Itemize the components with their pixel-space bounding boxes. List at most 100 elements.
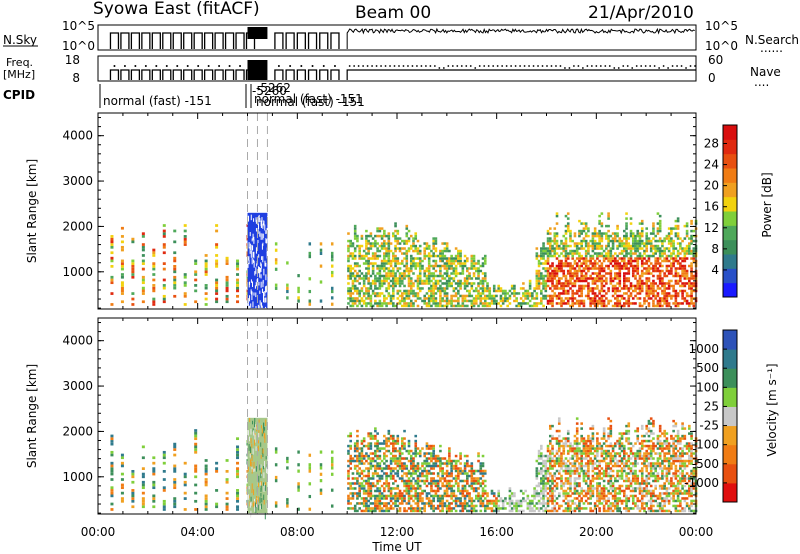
range-gate-cell [598,244,601,248]
range-gate-cell [450,497,453,500]
range-gate-cell [450,479,453,483]
range-gate-cell [468,292,471,295]
range-gate-cell [580,244,583,248]
range-gate-cell [672,252,675,255]
range-gate-cell [392,274,395,278]
range-gate-cell [427,297,431,300]
range-gate-cell [162,284,166,287]
special-mode-speckle [251,238,253,242]
range-gate-cell [392,442,395,445]
range-gate-cell [593,252,597,255]
range-gate-cell [571,297,575,300]
range-gate-cell [430,472,433,475]
range-gate-cell [658,262,662,265]
range-gate-cell [423,479,427,483]
range-gate-cell [405,484,409,488]
range-gate-cell [371,507,375,510]
special-mode-speckle [250,303,252,308]
range-gate-cell [605,257,608,260]
range-gate-cell [463,479,467,483]
range-gate-cell [533,494,536,498]
range-gate-cell [683,224,687,228]
range-gate-cell [365,267,368,270]
range-gate-cell [578,279,581,283]
range-gate-cell [598,229,601,233]
range-gate-cell [351,257,355,260]
range-gate-cell [421,299,424,303]
range-gate-cell [629,249,633,253]
range-gate-cell [414,487,418,490]
range-gate-cell [374,449,377,453]
range-gate-cell [652,222,655,225]
range-gate-cell [423,247,427,250]
range-gate-cell [459,489,462,493]
range-gate-cell [537,457,541,460]
range-gate-cell [443,292,447,295]
range-gate-cell [459,467,462,470]
range-gate-cell [508,497,512,500]
range-gate-cell [638,244,642,248]
colorbar-segment [723,239,737,255]
range-gate-cell [450,294,453,298]
range-gate-cell [131,292,135,295]
range-gate-cell [407,484,411,488]
range-gate-cell [681,302,684,305]
range-gate-cell [120,245,124,249]
range-gate-cell [360,447,364,450]
range-gate-cell [356,444,359,448]
range-gate-cell [434,459,438,463]
range-gate-cell [562,234,566,238]
range-gate-cell [535,467,539,470]
range-gate-cell [457,302,460,305]
nave-dot [474,67,477,69]
range-gate-cell [365,274,368,278]
range-gate-cell [582,262,586,265]
range-gate-cell [378,479,382,483]
range-gate-cell [466,294,469,298]
range-gate-cell [403,299,406,303]
range-gate-cell [472,302,476,305]
range-gate-cell [535,459,539,463]
range-gate-cell [141,300,145,304]
range-gate-cell [365,444,368,448]
range-gate-cell [360,502,364,505]
range-gate-cell [481,469,485,473]
range-gate-cell [580,232,583,235]
range-gate-cell [434,247,438,250]
range-gate-cell [535,284,539,288]
range-gate-cell [557,277,561,280]
range-gate-cell [396,277,400,280]
range-gate-cell [593,259,597,263]
range-gate-cell [459,282,462,285]
range-gate-cell [427,457,431,460]
range-gate-cell [640,247,644,250]
range-gate-cell [443,247,447,250]
range-gate-cell [571,294,575,298]
range-gate-cell [398,277,402,280]
range-gate-cell [573,284,577,288]
range-gate-cell [580,254,583,258]
range-gate-cell [524,289,527,293]
range-gate-cell [481,462,485,465]
range-gate-cell [477,487,480,490]
range-gate-cell [611,304,615,308]
range-gate-cell [452,294,456,298]
range-gate-cell [634,234,637,238]
range-gate-cell [481,297,485,300]
range-gate-cell [441,462,444,465]
range-gate-cell [194,508,198,511]
range-gate-cell [434,297,438,300]
range-gate-cell [416,257,420,260]
range-gate-cell [681,292,684,295]
range-gate-cell [562,509,566,513]
range-gate-cell [611,259,615,263]
range-gate-cell [636,267,640,270]
range-gate-cell [497,302,501,305]
range-gate-cell [367,262,370,265]
range-gate-cell [685,224,689,228]
special-mode-speckle [253,439,255,446]
range-gate-cell [319,264,323,268]
range-gate-cell [448,452,451,455]
special-mode-speckle [255,292,257,298]
